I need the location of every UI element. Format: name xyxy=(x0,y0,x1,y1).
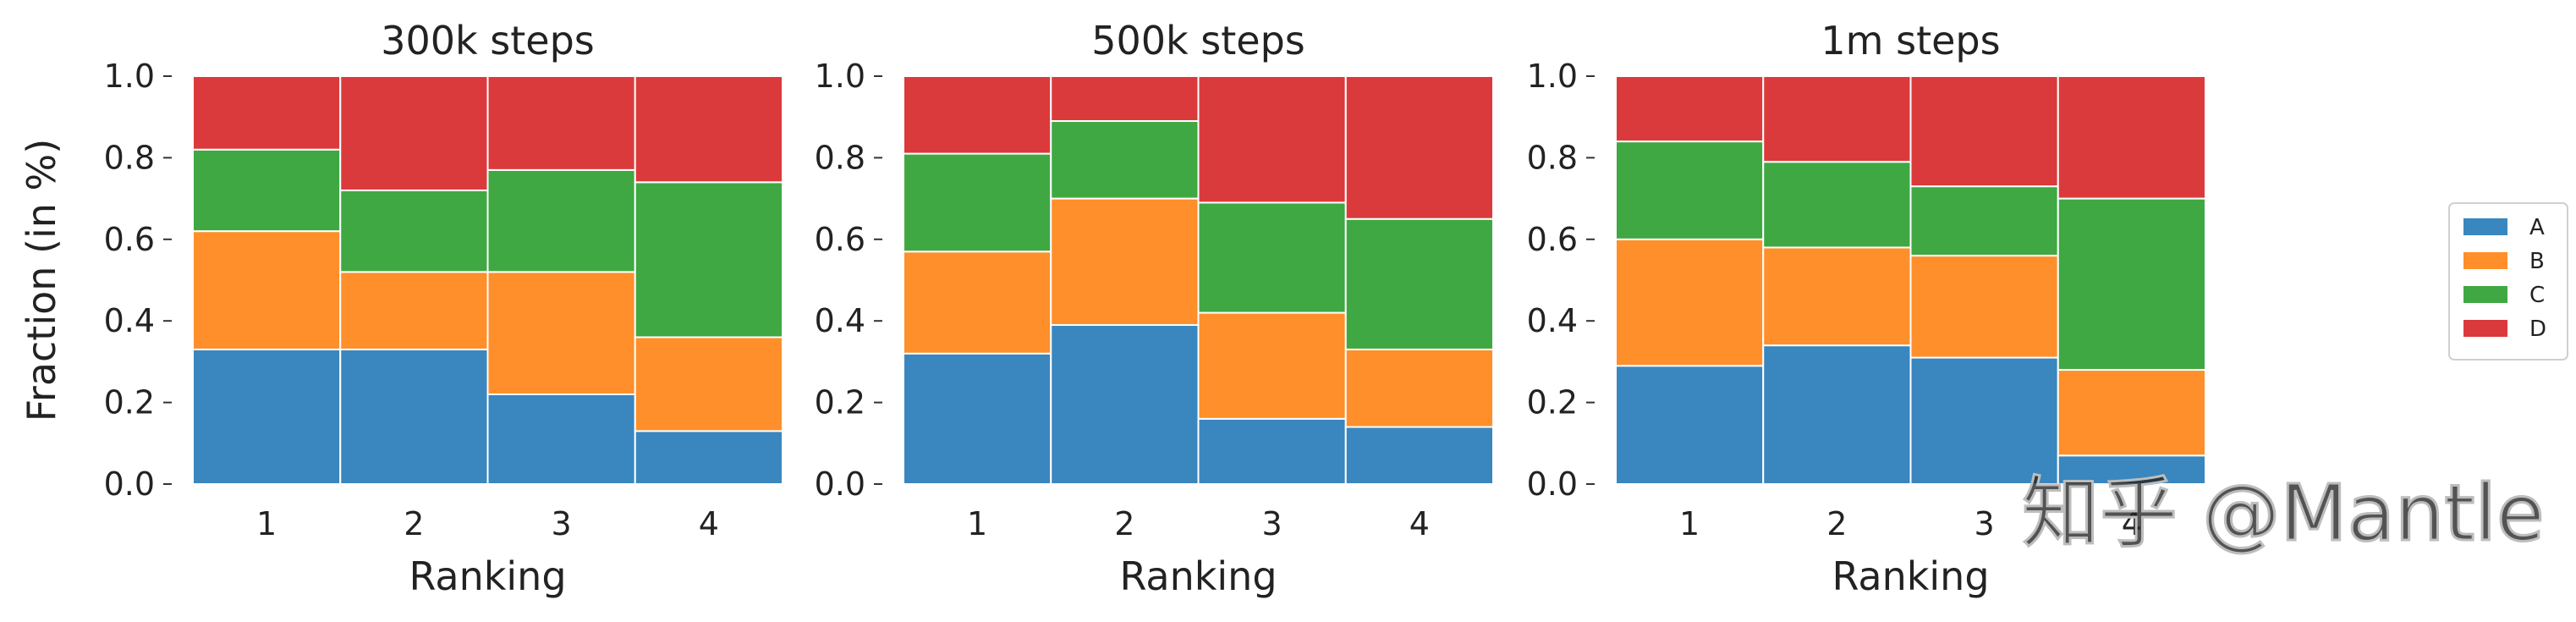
x-tick-label: 1 xyxy=(1679,505,1700,542)
x-tick-label: 4 xyxy=(2122,505,2142,542)
bar-segment-b-rank-4 xyxy=(634,336,783,432)
bar-segment-b-rank-3 xyxy=(1197,311,1347,420)
chart-panel-2: 1 2 3 4 0.0 0.2 0.4 0.6 0.8 1.0 500k steps Ranking xyxy=(815,18,1494,599)
bar-segment-d-rank-4 xyxy=(1344,75,1494,220)
y-tick-label: 0.6 xyxy=(815,221,865,258)
bar-segment-d-rank-2 xyxy=(1050,75,1200,123)
y-tick-label: 0.0 xyxy=(815,465,865,503)
chart-panel-3: 1 2 3 4 0.0 0.2 0.4 0.6 0.8 1.0 1m steps Ranking xyxy=(1527,18,2206,599)
legend-swatch-c xyxy=(2463,286,2507,303)
x-tick-label: 4 xyxy=(699,505,719,542)
y-tick-label: 0.8 xyxy=(1527,139,1578,176)
bar-segment-c-rank-1 xyxy=(192,148,342,233)
bar-segment-c-rank-4 xyxy=(634,181,783,339)
bar-segment-a-rank-1 xyxy=(192,348,342,485)
bar-segment-d-rank-3 xyxy=(1197,75,1347,204)
bar-segment-d-rank-2 xyxy=(339,75,489,191)
y-tick-label: 1.0 xyxy=(104,58,155,95)
x-tick-label: 1 xyxy=(256,505,277,542)
x-tick-label: 2 xyxy=(1826,505,1847,542)
y-axis-label: Fraction (in %) xyxy=(19,139,64,421)
watermark-text: 知乎 @Mantle xyxy=(2022,468,2545,559)
chart-title: 1m steps xyxy=(1821,18,2000,63)
bar-segment-b-rank-2 xyxy=(1050,197,1200,327)
y-tick-label: 1.0 xyxy=(1527,58,1578,95)
y-tick-label: 0.4 xyxy=(1527,302,1578,339)
legend-swatch-b xyxy=(2463,252,2507,269)
y-tick-label: 0.8 xyxy=(104,139,155,176)
bar-segment-a-rank-1 xyxy=(903,352,1052,486)
bar-segment-a-rank-1 xyxy=(1615,365,1765,485)
bar-segment-c-rank-3 xyxy=(486,168,636,273)
bar-segment-a-rank-2 xyxy=(339,348,489,485)
legend-swatch-d xyxy=(2463,320,2507,337)
x-tick-label: 1 xyxy=(967,505,987,542)
x-tick-label: 4 xyxy=(1409,505,1430,542)
bar-segment-c-rank-3 xyxy=(1197,201,1347,314)
bar-segment-c-rank-2 xyxy=(339,189,489,273)
bar-segment-a-rank-3 xyxy=(1197,417,1347,486)
x-tick-label: 3 xyxy=(552,505,572,542)
y-tick-label: 0.0 xyxy=(1527,465,1578,503)
bar-segment-d-rank-1 xyxy=(1615,75,1765,143)
chart-title: 500k steps xyxy=(1091,18,1305,63)
legend-label-d: D xyxy=(2529,317,2546,342)
bar-segment-b-rank-3 xyxy=(486,271,636,395)
y-tick-label: 0.8 xyxy=(815,139,865,176)
x-tick-label: 2 xyxy=(404,505,424,542)
x-tick-label: 3 xyxy=(1975,505,1995,542)
bar-segment-a-rank-3 xyxy=(486,393,636,485)
bar-segment-a-rank-2 xyxy=(1050,324,1200,485)
x-axis-label: Ranking xyxy=(1832,553,1989,599)
x-axis-label: Ranking xyxy=(409,553,566,599)
bar-segment-c-rank-4 xyxy=(2057,197,2206,372)
bar-segment-a-rank-3 xyxy=(1909,356,2059,485)
legend-label-b: B xyxy=(2529,249,2545,274)
y-tick-label: 0.4 xyxy=(104,302,155,339)
bar-segment-d-rank-4 xyxy=(634,75,783,184)
bar-segment-b-rank-2 xyxy=(339,271,489,350)
x-axis-label: Ranking xyxy=(1119,553,1277,599)
bar-segment-d-rank-4 xyxy=(2057,75,2206,200)
y-tick-label: 0.2 xyxy=(815,384,865,421)
bar-segment-a-rank-2 xyxy=(1762,344,1912,485)
chart-title: 300k steps xyxy=(381,18,595,63)
bar-segment-c-rank-1 xyxy=(1615,140,1765,240)
bar-segment-b-rank-1 xyxy=(192,230,342,350)
bar-segment-c-rank-2 xyxy=(1762,161,1912,249)
y-tick-label: 0.4 xyxy=(815,302,865,339)
bar-segment-b-rank-2 xyxy=(1762,246,1912,347)
bar-segment-d-rank-1 xyxy=(903,75,1052,155)
bar-segment-b-rank-4 xyxy=(2057,369,2206,457)
bar-segment-c-rank-2 xyxy=(1050,120,1200,200)
y-tick-label: 0.6 xyxy=(1527,221,1578,258)
bar-segment-d-rank-3 xyxy=(486,75,636,171)
bar-segment-c-rank-4 xyxy=(1344,217,1494,350)
chart-panel-1: 1 2 3 4 0.0 0.2 0.4 0.6 0.8 1.0 300k steps Ranking F… xyxy=(19,18,783,599)
x-tick-label: 3 xyxy=(1262,505,1283,542)
y-tick-label: 0.2 xyxy=(104,384,155,421)
bar-segment-b-rank-3 xyxy=(1909,255,2059,359)
y-tick-label: 0.2 xyxy=(1527,384,1578,421)
bar-segment-a-rank-4 xyxy=(634,430,783,485)
legend-swatch-a xyxy=(2463,218,2507,235)
y-tick-label: 1.0 xyxy=(815,58,865,95)
bar-segment-b-rank-4 xyxy=(1344,348,1494,428)
bar-segment-a-rank-4 xyxy=(1344,426,1494,485)
bar-segment-c-rank-3 xyxy=(1909,185,2059,257)
legend-label-c: C xyxy=(2529,283,2545,308)
bar-segment-d-rank-2 xyxy=(1762,75,1912,163)
bar-segment-d-rank-3 xyxy=(1909,75,2059,188)
y-tick-label: 0.0 xyxy=(104,465,155,503)
bar-segment-d-rank-1 xyxy=(192,75,342,151)
bar-segment-b-rank-1 xyxy=(1615,238,1765,367)
bar-segment-b-rank-1 xyxy=(903,250,1052,355)
y-tick-label: 0.6 xyxy=(104,221,155,258)
bar-segment-c-rank-1 xyxy=(903,152,1052,253)
x-tick-label: 2 xyxy=(1114,505,1134,542)
legend-label-a: A xyxy=(2529,215,2545,240)
